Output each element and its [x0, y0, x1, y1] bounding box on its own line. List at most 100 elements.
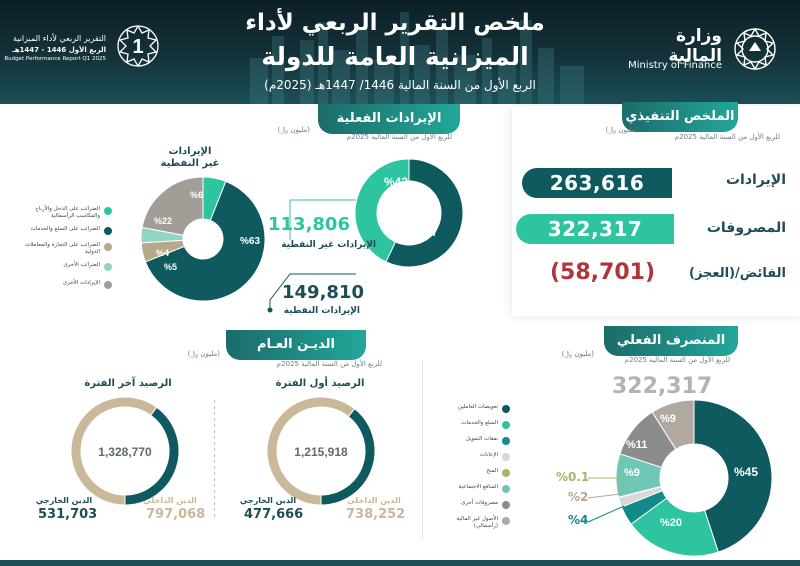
- begin-external-slice: [320, 408, 376, 506]
- slice-goods-services: [144, 180, 266, 302]
- executive-summary-card: [512, 106, 800, 316]
- expenditure-subtitle: للربع الأول من السنة المالية 2025م: [624, 356, 730, 364]
- legend-dot: [502, 517, 510, 525]
- legend-label: السلع والخدمات: [461, 420, 498, 426]
- legend-dot: [104, 207, 112, 215]
- debt-unit: (مليون ﷼): [187, 350, 220, 358]
- badge-line2: الربع الأول 1446 - 1447هـ: [12, 46, 106, 54]
- legend-label: الإيرادات الأخرى: [62, 280, 100, 286]
- debt-end-donut: 1,328,770: [70, 396, 180, 506]
- header-title-line2: الميزانية العامة للدولة: [261, 42, 529, 71]
- legend-dot: [104, 243, 112, 251]
- tab-executive-summary: الملخص التنفيذي: [622, 102, 738, 132]
- deficit-label: الفائض/(العجز): [689, 266, 786, 281]
- debt-begin-external-label: الدين الخارجي: [239, 496, 297, 505]
- executive-unit: (مليون ﷼): [605, 126, 638, 134]
- revenue-split-donut: %57 %43: [354, 158, 464, 268]
- exp-pct-other: %11: [626, 439, 647, 451]
- debt-begin-external-value: 477,666: [244, 507, 304, 522]
- revenues-label: الإيرادات: [725, 172, 786, 188]
- debt-end-domestic-value: 797,068: [146, 507, 206, 522]
- expenditure-leader-lines: [587, 477, 625, 523]
- badge-line3: Budget Performance Report Q1 2025: [4, 56, 106, 62]
- legend-dot: [502, 437, 510, 445]
- exp-pct-capital: %9: [660, 413, 676, 425]
- oil-revenue-label: الإيرادات النفطية: [283, 306, 360, 316]
- debt-divider: [214, 400, 215, 520]
- nonoil-revenue-value: 113,806: [268, 214, 350, 235]
- legend-dot: [502, 469, 510, 477]
- header-title-line1: ملخص التقرير الربعي لأداء: [245, 10, 545, 36]
- legend-label: مصروفات أخرى: [461, 500, 498, 506]
- nonoil-pct-other-tax: %4: [156, 248, 169, 258]
- deficit-value: (58,701): [550, 260, 656, 285]
- legend-label: تعويضات العاملين: [457, 404, 498, 410]
- debt-begin-title: الرصيد أول الفترة: [275, 378, 365, 389]
- footer-band: [0, 560, 800, 566]
- header-subtitle: الربع الأول من السنة المالية 1446/ 1447ه…: [264, 78, 536, 92]
- debt-end-title: الرصيد آخر الفترة: [84, 378, 172, 389]
- slice-employees: [693, 399, 773, 553]
- legend-dot: [104, 281, 112, 289]
- legend-label: الضرائب على التجارة والمعاملات الدولية: [25, 242, 100, 255]
- exp-pct-employees: %45: [734, 465, 758, 479]
- exp-pct-social: %9: [624, 467, 640, 479]
- nonoil-revenue-label: الإيرادات غير النفطية: [281, 240, 376, 250]
- nonoil-pct-income: %6: [190, 190, 203, 200]
- legend-label: الضرائب الأخرى: [63, 262, 100, 268]
- revenues-unit: (مليون ﷼): [277, 126, 310, 134]
- expenses-label: المصروفات: [706, 220, 786, 236]
- ministry-logo: وزارة المالية Ministry of Finance: [620, 22, 780, 82]
- debt-end-total: 1,328,770: [98, 445, 152, 459]
- city-skyline-graphic: [250, 12, 584, 104]
- revenues-value-bar: 263,616: [522, 168, 672, 198]
- slice-capital: [651, 399, 695, 450]
- executive-subtitle: للربع الأول من السنة المالية 2025م: [674, 133, 780, 141]
- slice-other-revenue: [141, 176, 204, 236]
- legend-label: المنح: [486, 468, 498, 474]
- legend-dot: [502, 421, 510, 429]
- ministry-name-en: Ministry of Finance: [628, 60, 722, 71]
- badge-number: 1: [132, 36, 143, 58]
- debt-end-external-value: 531,703: [38, 507, 98, 522]
- legend-label: الضرائب على الدخل والأرباح والمكاسب الرأ…: [35, 206, 100, 219]
- oil-revenue-value: 149,810: [282, 282, 364, 303]
- exp-outside-grants: %0.1: [556, 470, 590, 484]
- revenues-subtitle: للربع الأول من السنة المالية 2025م: [346, 133, 452, 141]
- oil-slice: [385, 158, 464, 268]
- debt-begin-domestic-label: الدين الداخلي: [347, 496, 401, 505]
- debt-end-domestic-label: الدين الداخلي: [143, 496, 197, 505]
- badge-line1: التقرير الربعي لأداء الميزانية: [12, 34, 106, 43]
- expenditure-donut: %45 %20 %9 %11 %9: [615, 399, 773, 557]
- quarter-badge-icon: 1: [117, 24, 159, 68]
- exp-pct-goods: %20: [660, 517, 682, 529]
- expenditure-total: 322,317: [612, 374, 713, 399]
- exp-outside-subsidies: %2: [568, 490, 589, 504]
- nonoil-slice: [354, 158, 410, 263]
- expenditure-unit: (مليون ﷼): [561, 350, 594, 358]
- report-badge: التقرير الربعي لأداء الميزانية الربع الأ…: [4, 20, 182, 80]
- nonoil-title-2: غير النفطية: [160, 158, 220, 169]
- ministry-name-ar: وزارة المالية: [668, 26, 722, 66]
- exp-outside-financing: %4: [568, 513, 589, 527]
- legend-label: الضرائب على السلع والخدمات: [30, 226, 100, 232]
- expenses-value-bar: 322,317: [516, 214, 674, 244]
- oil-share-label: %57: [414, 225, 438, 239]
- legend-label: الأصول غير المالية (رأسمالي): [456, 516, 498, 529]
- nonoil-pct-trade: %5: [164, 262, 177, 272]
- legend-dot: [502, 485, 510, 493]
- legend-dot: [104, 263, 112, 271]
- tab-actual-revenues: الإيرادات الفعلية: [318, 104, 460, 134]
- tab-public-debt: الديـن العـام: [226, 330, 366, 360]
- nonoil-pct-goods: %63: [240, 236, 260, 247]
- legend-dot: [104, 227, 112, 235]
- ministry-emblem-icon: [734, 27, 776, 71]
- legend-dot: [502, 453, 510, 461]
- legend-label: المنافع الاجتماعية: [458, 484, 499, 490]
- legend-dot: [502, 405, 510, 413]
- legend-label: نفقات التمويل: [465, 436, 498, 442]
- legend-dot: [502, 501, 510, 509]
- debt-end-external-label: الدين الخارجي: [35, 496, 93, 505]
- nonoil-pct-other-rev: %22: [154, 216, 172, 226]
- slice-goods: [630, 497, 719, 557]
